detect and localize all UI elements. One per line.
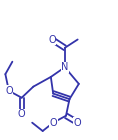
- Text: O: O: [49, 118, 57, 128]
- Text: O: O: [48, 34, 56, 45]
- Text: O: O: [74, 118, 81, 128]
- Text: N: N: [61, 62, 69, 72]
- Text: O: O: [5, 86, 13, 96]
- Text: O: O: [18, 109, 25, 119]
